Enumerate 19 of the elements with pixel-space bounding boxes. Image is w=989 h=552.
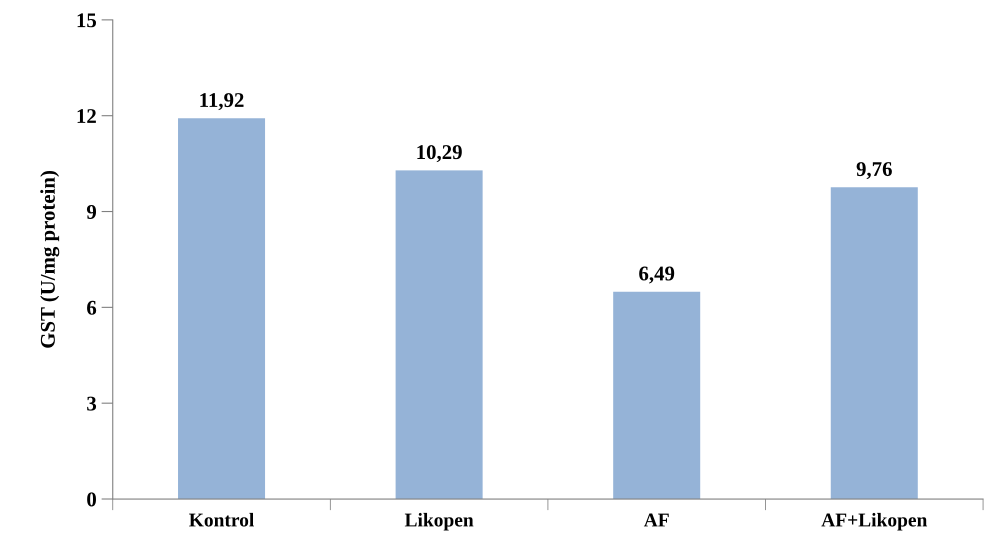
- data-label: 10,29: [417, 145, 462, 162]
- x-tick-label: AF+Likopen: [821, 512, 928, 531]
- x-tick-label: AF: [644, 514, 669, 526]
- y-tick-label: 0: [87, 492, 96, 506]
- bar: [830, 187, 918, 500]
- data-label: 9,76: [856, 162, 892, 180]
- bar: [613, 292, 700, 500]
- y-tick-label: 3: [87, 396, 96, 411]
- x-tick-label: Kontrol: [189, 512, 254, 527]
- bar: [178, 118, 266, 500]
- data-label: 11,92: [200, 93, 244, 110]
- bar: [396, 170, 483, 500]
- data-label: 6,49: [639, 266, 674, 284]
- x-tick-label: Likopen: [404, 512, 474, 531]
- y-tick-label: 9: [86, 204, 96, 219]
- y-axis-title: GST (U/mg protein): [40, 171, 60, 348]
- y-tick-label: 6: [87, 300, 96, 315]
- y-tick-label: 15: [78, 13, 96, 28]
- y-tick-label: 12: [78, 109, 96, 123]
